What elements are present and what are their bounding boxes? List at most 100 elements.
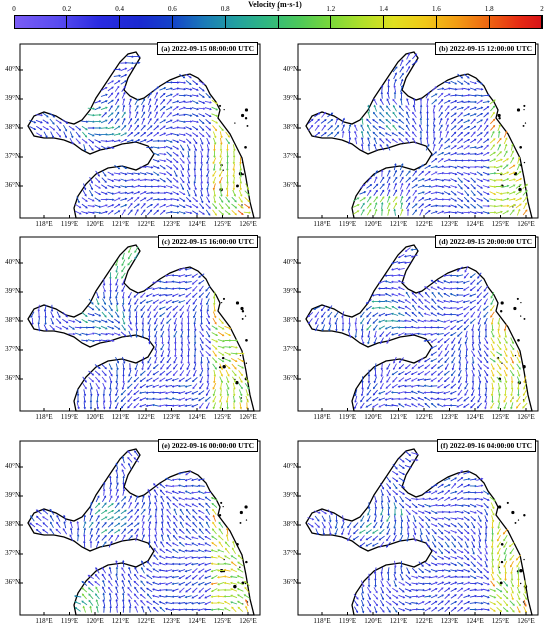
velocity-vector [430,286,438,291]
velocity-vector [418,568,425,574]
velocity-vector [94,370,101,376]
velocity-vector [95,514,100,522]
velocity-vector [108,311,114,318]
velocity-vector [398,464,405,469]
velocity-vector [380,515,384,523]
velocity-vector [166,318,172,324]
velocity-vector [120,124,127,131]
velocity-vector [115,369,119,378]
island-marker [221,356,225,360]
velocity-vector [484,521,488,529]
velocity-vector [373,567,377,575]
island-marker [516,108,521,112]
velocity-vector [160,501,165,509]
velocity-vector [450,159,458,162]
velocity-vector [37,311,41,319]
velocity-vector [114,210,121,215]
velocity-vector [387,508,390,517]
velocity-vector [424,197,432,201]
velocity-vector [115,298,119,306]
velocity-vector [419,136,422,145]
velocity-vector [399,66,404,73]
velocity-vector [147,98,152,106]
velocity-vector [203,491,212,494]
velocity-vector [120,172,128,176]
velocity-vector [128,117,133,125]
velocity-vector [171,274,179,277]
velocity-vector [483,144,489,151]
island-marker [499,581,503,585]
velocity-vector [172,204,180,208]
velocity-vector [114,85,120,92]
velocity-vector [127,324,133,331]
velocity-vector [419,97,423,106]
velocity-vector [430,523,438,527]
velocity-vector [199,402,204,409]
velocity-vector [424,357,431,363]
velocity-vector [186,144,191,152]
velocity-vector [197,581,205,586]
velocity-vector [372,389,378,396]
velocity-vector [101,541,107,548]
velocity-vector [122,592,125,600]
velocity-vector [101,184,108,189]
velocity-vector [152,606,159,612]
velocity-vector [148,330,151,339]
velocity-vector [510,567,514,575]
velocity-vector [120,191,128,194]
velocity-vector [366,202,372,209]
velocity-vector [198,210,205,215]
velocity-vector [76,402,80,410]
lon-label: 125°E [213,220,232,228]
velocity-vector [496,528,501,536]
velocity-vector [94,113,102,117]
velocity-vector [107,112,114,118]
velocity-vector [36,132,43,137]
velocity-vector [443,529,451,534]
velocity-vector [245,395,249,403]
velocity-vector [199,383,204,390]
velocity-vector [210,608,218,612]
velocity-vector [431,298,437,305]
velocity-vector [476,477,484,481]
velocity-vector [159,125,166,131]
island-marker [497,506,499,508]
velocity-vector [463,471,471,475]
velocity-vector [509,164,516,170]
velocity-vector [158,286,166,290]
velocity-vector [146,165,154,169]
velocity-vector [179,177,185,184]
velocity-vector [431,607,438,612]
velocity-vector [81,138,88,144]
velocity-vector [406,189,411,197]
velocity-vector [171,478,179,482]
velocity-vector [314,311,320,318]
velocity-vector [237,568,244,573]
velocity-vector [197,608,205,612]
velocity-vector [450,522,457,528]
velocity-vector [372,125,379,131]
velocity-vector [158,384,166,388]
velocity-vector [307,118,314,125]
velocity-vector [313,306,321,310]
velocity-vector [122,376,125,384]
velocity-vector [103,291,106,300]
velocity-vector [360,515,365,523]
velocity-vector [95,170,100,177]
velocity-vector [471,376,475,384]
velocity-vector [352,535,359,541]
velocity-vector [397,267,405,271]
velocity-vector [147,356,152,364]
velocity-vector [94,339,102,342]
velocity-vector [430,305,437,311]
velocity-vector [113,197,121,202]
velocity-vector [523,202,527,210]
velocity-vector [126,61,135,65]
velocity-vector [464,522,470,529]
velocity-vector [478,369,482,377]
velocity-vector [109,598,112,607]
velocity-vector [164,595,173,598]
velocity-vector [341,521,345,529]
velocity-vector [140,124,146,131]
velocity-vector [469,299,477,304]
